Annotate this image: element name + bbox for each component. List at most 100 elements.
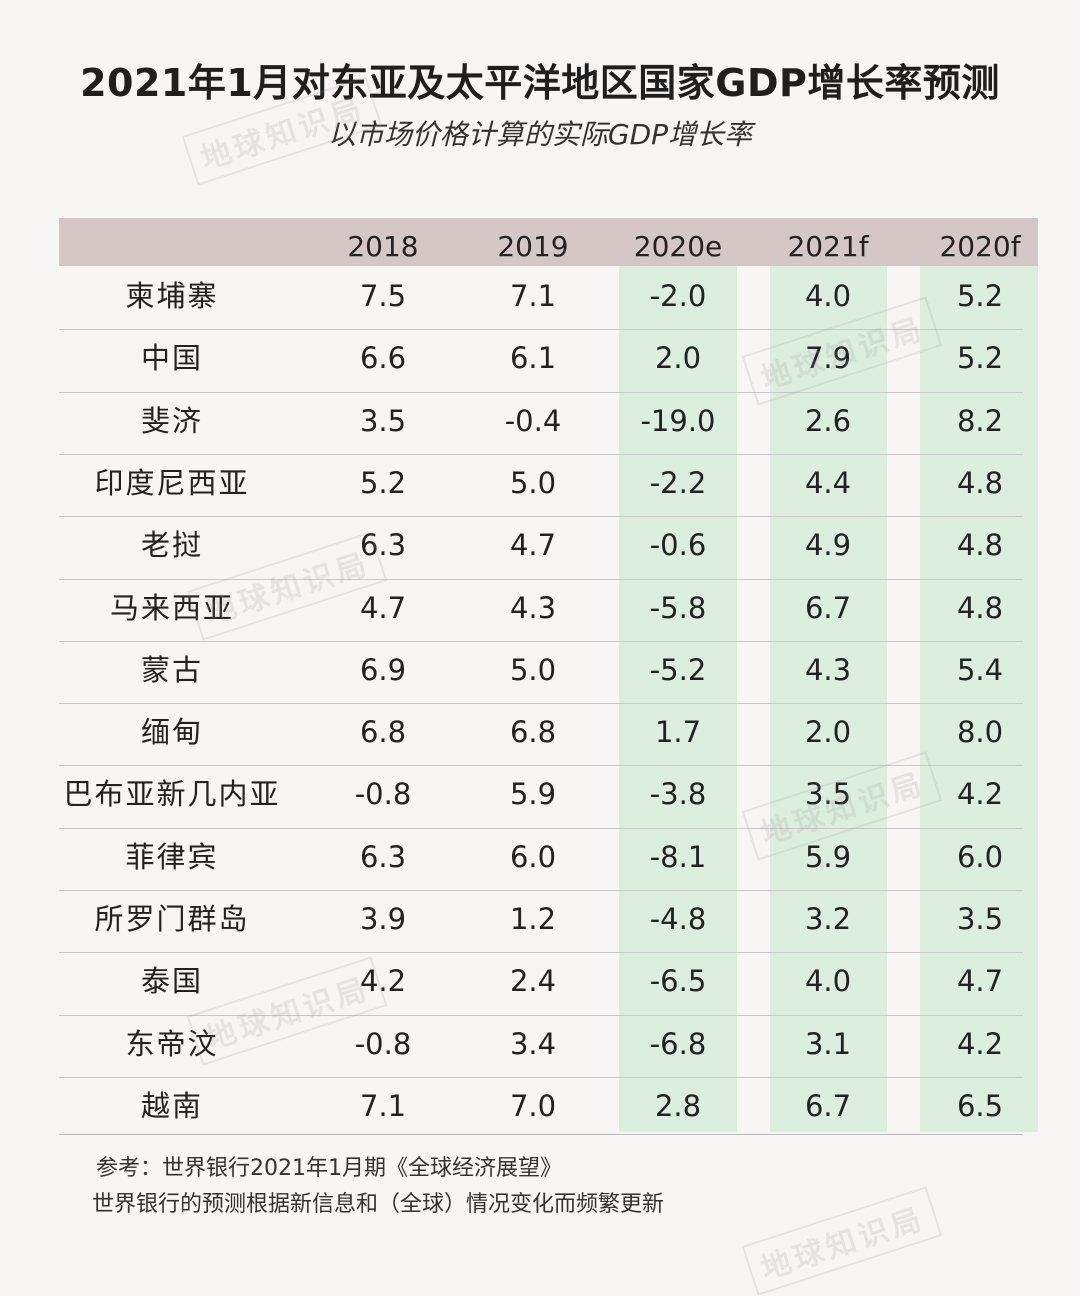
table-cell: -0.8 — [354, 1026, 412, 1061]
table-header-band — [59, 218, 1038, 266]
highlight-column-2020f — [920, 266, 1038, 1132]
table-cell: 6.7 — [804, 1088, 852, 1123]
table-cell: -0.8 — [354, 777, 412, 812]
row-divider — [59, 454, 1023, 455]
table-cell: 3.4 — [509, 1026, 557, 1061]
row-divider — [59, 392, 1023, 393]
table-cell: 4.0 — [804, 279, 852, 313]
table-cell: 5.4 — [956, 652, 1004, 687]
table-cell: 7.0 — [509, 1088, 557, 1123]
table-cell: 2.4 — [509, 964, 557, 999]
row-divider — [59, 765, 1023, 766]
table-cell: -3.8 — [649, 777, 707, 812]
table-cell: 7.5 — [359, 279, 407, 313]
page-title: 2021年1月对东亚及太平洋地区国家GDP增长率预测 — [80, 61, 1000, 105]
table-cell: 3.5 — [359, 403, 407, 438]
table-cell: 4.0 — [804, 964, 852, 999]
table-cell: 5.9 — [804, 839, 852, 874]
table-cell: 4.8 — [956, 528, 1004, 563]
row-divider — [59, 890, 1023, 891]
table-bottom-rule — [59, 1134, 1023, 1135]
table-cell: 6.8 — [359, 715, 407, 750]
table-cell: 5.2 — [359, 465, 407, 500]
table-cell: 6.6 — [359, 341, 407, 376]
table-cell: -2.2 — [649, 465, 707, 500]
row-country-name: 蒙古 — [140, 652, 203, 687]
table-cell: 4.7 — [359, 590, 407, 625]
table-cell: 7.9 — [804, 341, 852, 376]
table-cell: 7.1 — [359, 1088, 407, 1123]
table-cell: 6.3 — [359, 839, 407, 874]
table-cell: 4.2 — [956, 777, 1004, 812]
table-cell: 4.7 — [956, 964, 1004, 999]
table-cell: 1.2 — [509, 902, 557, 936]
table-cell: 1.7 — [654, 715, 702, 750]
column-header: 2018 — [347, 230, 419, 263]
row-country-name: 东帝汶 — [125, 1026, 219, 1061]
table-cell: 6.0 — [956, 839, 1004, 874]
table-cell: -6.8 — [649, 1026, 707, 1061]
table-cell: 4.7 — [509, 528, 557, 563]
table-cell: 3.2 — [804, 902, 852, 936]
row-country-name: 老挝 — [140, 528, 203, 563]
table-cell: 3.5 — [956, 902, 1004, 936]
table-cell: 6.0 — [509, 839, 557, 874]
table-cell: -5.2 — [649, 652, 707, 687]
row-divider — [59, 641, 1023, 642]
table-cell: 4.4 — [804, 465, 852, 500]
row-country-name: 印度尼西亚 — [94, 465, 250, 500]
table-cell: 3.1 — [804, 1026, 852, 1061]
row-country-name: 中国 — [140, 341, 203, 376]
highlight-column-2021f — [770, 266, 887, 1132]
column-header: 2021f — [787, 230, 869, 263]
table-cell: 6.3 — [359, 528, 407, 563]
table-cell: 6.5 — [956, 1088, 1004, 1123]
table-cell: 2.0 — [654, 341, 702, 376]
row-country-name: 马来西亚 — [109, 590, 234, 625]
table-cell: -0.6 — [649, 528, 707, 563]
table-cell: 4.8 — [956, 465, 1004, 500]
page-subtitle: 以市场价格计算的实际GDP增长率 — [327, 118, 753, 151]
row-divider — [59, 1015, 1023, 1016]
table-cell: 5.0 — [509, 465, 557, 500]
table-cell: 5.2 — [956, 341, 1004, 376]
table-cell: 8.2 — [956, 403, 1004, 438]
table-cell: 4.2 — [956, 1026, 1004, 1061]
watermark-stamp: 地球知识局 — [741, 1186, 943, 1296]
row-divider — [59, 703, 1023, 704]
table-cell: 4.3 — [804, 652, 852, 687]
column-header: 2020f — [939, 230, 1021, 263]
row-country-name: 柬埔寨 — [125, 279, 219, 313]
table-cell: 6.9 — [359, 652, 407, 687]
table-cell: 4.3 — [509, 590, 557, 625]
table-cell: 5.0 — [509, 652, 557, 687]
row-divider — [59, 329, 1023, 330]
table-cell: 2.6 — [804, 403, 852, 438]
table-cell: 4.2 — [359, 964, 407, 999]
row-country-name: 菲律宾 — [125, 839, 219, 874]
row-country-name: 所罗门群岛 — [94, 902, 250, 936]
table-cell: -8.1 — [649, 839, 707, 874]
table-cell: -6.5 — [649, 964, 707, 999]
row-country-name: 巴布亚新几内亚 — [63, 777, 281, 812]
table-cell: 5.2 — [956, 279, 1004, 313]
table-cell: 5.9 — [509, 777, 557, 812]
row-divider — [59, 952, 1023, 953]
table-cell: -2.0 — [649, 279, 707, 313]
column-header: 2019 — [497, 230, 569, 263]
table-cell: 6.1 — [509, 341, 557, 376]
highlight-column-2020e — [619, 266, 737, 1132]
row-divider — [59, 1077, 1023, 1078]
table-cell: 3.5 — [804, 777, 852, 812]
row-country-name: 泰国 — [140, 964, 203, 999]
row-country-name: 斐济 — [140, 403, 203, 438]
table-cell: -5.8 — [649, 590, 707, 625]
table-cell: 6.8 — [509, 715, 557, 750]
table-cell: 2.0 — [804, 715, 852, 750]
row-country-name: 越南 — [140, 1088, 203, 1123]
table-cell: 4.8 — [956, 590, 1004, 625]
column-header: 2020e — [633, 230, 723, 263]
row-country-name: 缅甸 — [140, 715, 203, 750]
table-cell: 6.7 — [804, 590, 852, 625]
row-divider — [59, 579, 1023, 580]
